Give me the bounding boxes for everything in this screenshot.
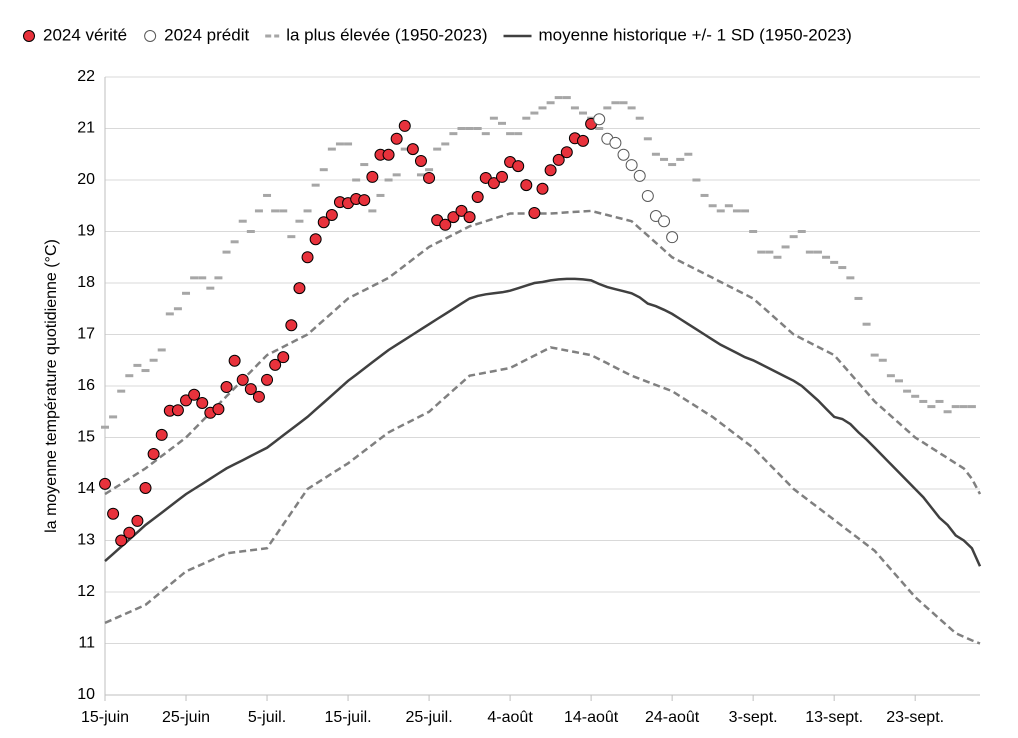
y-axis-label: la moyenne température quotidienne (°C)	[43, 239, 60, 533]
truth-dot	[131, 514, 144, 527]
truth-dot	[423, 171, 436, 184]
truth-dot	[252, 390, 265, 403]
y-tick-label: 15	[77, 429, 95, 446]
x-tick-label: 4-août	[487, 709, 533, 726]
truth-dot	[309, 233, 322, 246]
truth-dot	[244, 383, 257, 396]
predicted-dot	[609, 136, 622, 149]
truth-dot	[212, 403, 225, 416]
truth-dot	[414, 154, 427, 167]
y-tick-label: 21	[77, 120, 95, 137]
y-tick-label: 17	[77, 326, 95, 343]
truth-dot	[269, 358, 282, 371]
truth-dot	[188, 388, 201, 401]
truth-dot	[487, 177, 500, 190]
truth-dot	[155, 428, 168, 441]
y-tick-label: 10	[77, 686, 95, 703]
truth-dot	[358, 194, 371, 207]
truth-dot	[196, 396, 209, 409]
truth-dot	[382, 148, 395, 161]
truth-dot	[99, 477, 111, 490]
y-tick-label: 22	[77, 68, 95, 85]
truth-dot	[528, 206, 541, 219]
x-tick-label: 25-juin	[162, 709, 210, 726]
legend-label: la plus élevée (1950-2023)	[286, 25, 487, 44]
mean-line	[104, 277, 982, 567]
truth-dot	[471, 190, 484, 203]
truth-dot	[301, 251, 314, 264]
x-tick-label: 15-juin	[81, 709, 129, 726]
x-tick-label: 25-juil.	[406, 709, 453, 726]
y-tick-label: 18	[77, 274, 95, 291]
x-tick-label: 24-août	[645, 709, 700, 726]
truth-dot	[180, 394, 193, 407]
truth-dot	[366, 170, 379, 183]
predicted-dot	[617, 148, 630, 161]
predicted-dot	[641, 189, 654, 202]
truth-dot	[147, 447, 160, 460]
x-tick-label: 23-sept.	[886, 709, 944, 726]
x-tick-label: 13-sept.	[805, 709, 863, 726]
legend-label: moyenne historique +/- 1 SD (1950-2023)	[539, 25, 852, 44]
truth-dot	[560, 146, 573, 159]
truth-dot	[139, 481, 152, 494]
truth-dot	[536, 182, 549, 195]
y-tick-label: 20	[77, 171, 95, 188]
truth-dot	[512, 160, 525, 173]
truth-dot	[447, 211, 460, 224]
y-tick-label: 11	[78, 635, 95, 652]
x-tick-label: 15-juil.	[324, 709, 371, 726]
y-tick-label: 13	[77, 532, 95, 549]
predicted-dot	[593, 113, 606, 126]
sd-upper-line	[104, 209, 982, 496]
legend-marker	[144, 30, 157, 42]
truth-dot	[520, 179, 533, 192]
truth-dot	[463, 211, 476, 224]
truth-dot	[123, 526, 136, 539]
truth-dot	[228, 354, 241, 367]
truth-dot	[220, 381, 233, 394]
truth-dot	[285, 319, 298, 332]
truth-dot	[544, 164, 557, 177]
predicted-dot	[625, 159, 638, 172]
truth-dot	[455, 204, 468, 217]
y-tick-label: 19	[77, 223, 95, 240]
truth-dot	[552, 153, 565, 166]
truth-dot	[107, 507, 120, 520]
truth-dot	[317, 216, 330, 229]
truth-dot	[390, 132, 403, 145]
legend-label: 2024 prédit	[164, 25, 249, 44]
y-tick-label: 12	[77, 583, 95, 600]
truth-dot	[293, 282, 306, 295]
truth-dot	[236, 373, 249, 386]
truth-dot	[325, 209, 338, 222]
truth-dot	[406, 143, 419, 156]
truth-dot	[261, 373, 274, 386]
x-tick-label: 5-juil.	[248, 709, 286, 726]
y-tick-label: 16	[77, 377, 95, 394]
predicted-dot	[658, 215, 671, 228]
legend-label: 2024 vérité	[43, 25, 127, 44]
predicted-dot	[666, 231, 679, 244]
sd-lower-line	[104, 346, 981, 645]
truth-dot	[398, 119, 411, 132]
x-tick-label: 3-sept.	[729, 709, 778, 726]
truth-dot	[495, 170, 508, 183]
x-tick-label: 14-août	[564, 709, 619, 726]
legend-marker	[23, 30, 35, 42]
truth-dot	[115, 534, 128, 547]
truth-dot	[171, 404, 184, 417]
truth-dot	[277, 351, 290, 364]
predicted-dot	[633, 169, 646, 182]
y-tick-label: 14	[77, 480, 95, 497]
truth-dot	[439, 218, 452, 231]
truth-dot	[577, 134, 590, 147]
